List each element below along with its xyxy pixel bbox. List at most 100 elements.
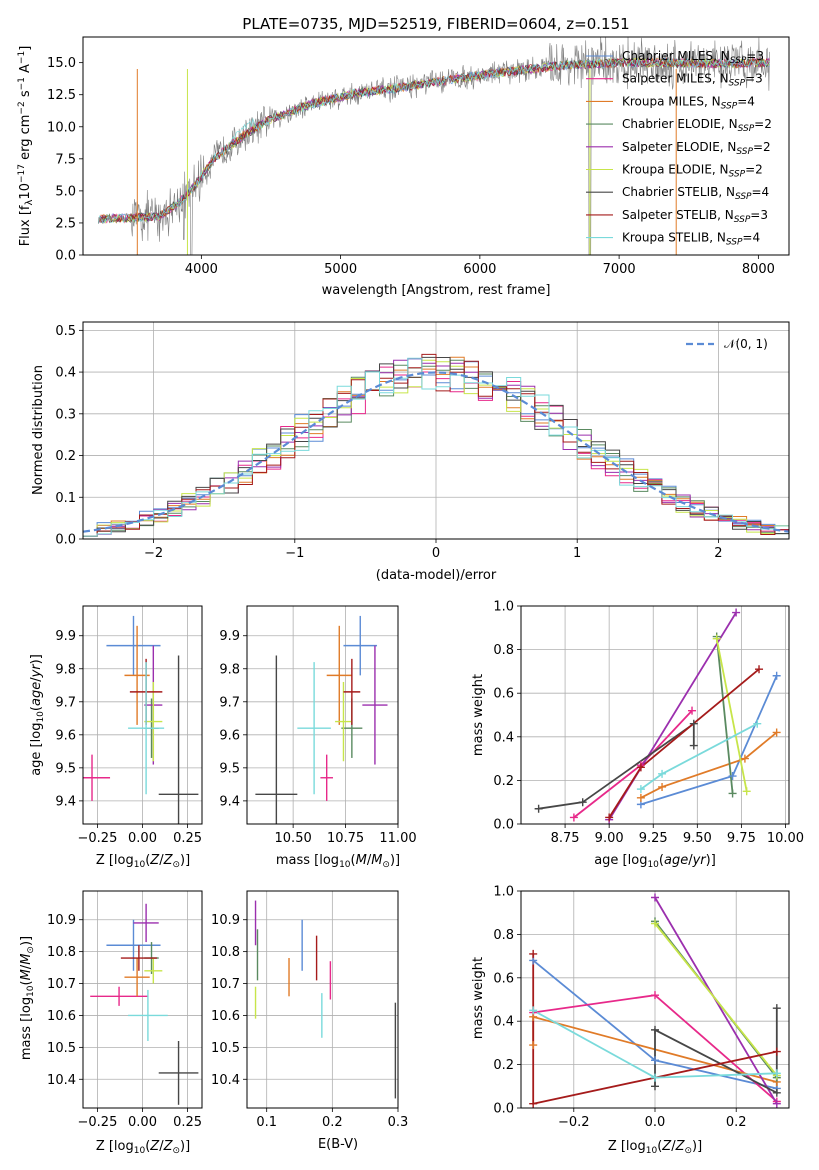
age_vs_Z-frame: [82, 605, 203, 825]
age_vs_mass-ytick-label: 9.9: [219, 629, 240, 644]
residuals-ytick-label: 0.2: [55, 449, 76, 464]
weight_vs_age-marker-kroupa-miles: [772, 728, 781, 737]
age_vs_mass-xtick-label: 10.50: [275, 831, 312, 846]
weight_vs_Z-marker-kroupa-stelib: [772, 1069, 781, 1078]
age_vs_mass-panel: 10.50 10.75 11.00 9.4 9.5 9.6 9.7 9.8 9.9: [219, 605, 417, 846]
spectrum-xlabel: wavelength [Angstrom, rest frame]: [322, 283, 551, 298]
legend-sub: SSP: [730, 56, 747, 66]
mass_vs_ebv-plot-area: [254, 900, 397, 1099]
weight_vs_Z-xtick-label: 0.2: [726, 1115, 747, 1130]
spectrum-model-salpeter-stelib: [97, 57, 770, 224]
age_vs_mass-ytick-label: 9.7: [219, 695, 240, 710]
legend-normal-label: 𝒩(0, 1): [724, 337, 768, 351]
weight_vs_Z-marker-salpeter-elodie: [651, 893, 659, 902]
residuals-xtick-label: 1: [573, 546, 581, 561]
spectrum-ytick-label: 0.0: [55, 249, 76, 264]
weight_vs_Z-marker-salpeter-elodie: [772, 1099, 781, 1108]
hist-kroupa-stelib: [83, 357, 789, 539]
mass_vs_ebv-xtick-label: 0.3: [388, 1115, 409, 1130]
weight_vs_Z-ytick-label: 1.0: [493, 885, 514, 900]
residuals-xtick-label: 0: [432, 546, 440, 561]
weight_vs_age-ytick-label: 1.0: [493, 600, 514, 615]
weight_vs_age-panel: 8.75 9.00 9.25 9.50 9.75 10.00 0.0 0.2 0.4 0.6 0.8…: [493, 600, 804, 847]
spectrum-ytick-label: 7.5: [55, 152, 76, 167]
weight_vs_age-ytick-label: 0.4: [493, 730, 514, 745]
weight_vs_Z-marker-kroupa-elodie: [651, 919, 659, 928]
weight_vs_age-marker-chabrier-stelib: [689, 741, 698, 750]
legend-label-chabrier-miles: Chabrier MILES, NSSP=3: [622, 49, 764, 66]
age_vs_Z-xtick-label: 0.25: [173, 831, 202, 846]
weight_vs_Z-marker-chabrier-stelib: [772, 1004, 781, 1013]
residuals-ytick-label: 0.4: [55, 366, 76, 381]
weight_vs_age-marker-kroupa-elodie: [712, 634, 721, 643]
weight_vs_age-line-kroupa-elodie: [715, 638, 748, 792]
legend-sub: SSP: [736, 147, 753, 157]
weight_vs_Z-panel: −0.2 0.0 0.2 0.0 0.2 0.4 0.6 0.8 1.0: [493, 885, 790, 1130]
mass_vs_ebv-ytick-label: 10.4: [211, 1073, 240, 1088]
wage-xlabel: age [log10(age/yr)]: [594, 853, 716, 870]
weight_vs_age-frame: [520, 605, 790, 825]
legend-sub: SSP: [735, 192, 752, 202]
mass_vs_Z-ytick-label: 10.8: [47, 945, 76, 960]
residuals-ytick-label: 0.5: [55, 324, 76, 339]
residuals-plot-area: [83, 353, 789, 539]
spectrum-plot-area: [97, 37, 770, 255]
mass_vs_ebv-ytick-label: 10.9: [211, 913, 240, 928]
weight_vs_Z-xtick-label: 0.0: [645, 1115, 666, 1130]
weight_vs_Z-frame: [520, 890, 790, 1109]
weight_vs_Z-marker-chabrier-miles: [651, 1056, 659, 1065]
weight_vs_age-plot-area: [538, 612, 778, 821]
weight_vs_Z-ytick-label: 0.8: [493, 928, 514, 943]
residuals-panel: −2 −1 0 1 2 0.0 0.1 0.2 0.3 0.4 0.5 𝒩(0, 1): [55, 321, 790, 561]
legend-label-salpeter-miles: Salpeter MILES, NSSP=3: [622, 72, 763, 89]
spectrum-ytick-label: 10.0: [47, 120, 76, 135]
mass_vs_ebv-frame: [246, 890, 399, 1109]
age_vs_mass-plot-area: [255, 615, 388, 824]
legend-label-kroupa-stelib: Kroupa STELIB, NSSP=4: [622, 231, 760, 248]
age_vs_Z-ytick-label: 9.6: [55, 728, 76, 743]
weight_vs_Z-marker-chabrier-stelib: [772, 1088, 781, 1097]
legend-label-chabrier-stelib: Chabrier STELIB, NSSP=4: [622, 185, 769, 202]
weight_vs_age-marker-salpeter-miles: [688, 706, 697, 715]
weight_vs_age-line-salpeter-miles: [573, 709, 693, 819]
age_vs_mass-xtick-label: 11.00: [379, 831, 416, 846]
weight_vs_age-marker-chabrier-stelib: [534, 804, 543, 813]
weight_vs_Z-marker-salpeter-stelib: [529, 949, 538, 958]
spectrum-ytick-label: 2.5: [55, 216, 76, 231]
mass-z-ylabel: mass [log10(M/M⊙)]: [19, 936, 36, 1060]
age_vs_mass-ytick-label: 9.8: [219, 662, 240, 677]
age-mass-xlabel: mass [log10(M/M⊙)]: [276, 853, 400, 870]
mass_vs_Z-plot-area: [90, 903, 199, 1105]
weight_vs_age-marker-chabrier-miles: [728, 772, 737, 781]
legend-n: =2: [754, 117, 772, 131]
legend-sub: SSP: [729, 170, 746, 180]
mass-ebv-xlabel: E(B-V): [318, 1137, 358, 1152]
mass_vs_Z-ytick-label: 10.5: [47, 1041, 76, 1056]
weight_vs_Z-ytick-label: 0.0: [493, 1102, 514, 1117]
legend-n: =3: [745, 72, 763, 86]
weight_vs_Z-line-kroupa-elodie: [654, 922, 778, 1077]
age_vs_Z-ytick-label: 9.5: [55, 761, 76, 776]
age_vs_mass-frame: [246, 605, 399, 825]
residuals-ytick-label: 0.3: [55, 407, 76, 422]
weight_vs_age-marker-chabrier-miles: [772, 671, 781, 680]
weight_vs_age-ytick-label: 0.0: [493, 818, 514, 833]
legend-n: =3: [746, 49, 764, 63]
normal-curve: [83, 371, 789, 533]
spectrum-xtick-label: 4000: [185, 262, 218, 277]
age_vs_mass-ytick-label: 9.6: [219, 728, 240, 743]
legend-sub: SSP: [734, 215, 751, 225]
spectrum-xtick-label: 6000: [463, 262, 496, 277]
spectrum-model-chabrier-stelib: [97, 57, 770, 224]
mass_vs_Z-xtick-label: 0.25: [173, 1115, 202, 1130]
legend-sub: SSP: [726, 238, 743, 248]
legend-label-salpeter-elodie: Salpeter ELODIE, NSSP=2: [622, 140, 771, 157]
age-z-ylabel: age [log10(age/yr)]: [29, 654, 46, 776]
age_vs_Z-xtick-label: 0.00: [128, 831, 157, 846]
age_vs_Z-ytick-label: 9.4: [55, 794, 76, 809]
residuals-frame: [82, 321, 790, 540]
age_vs_mass-xtick-label: 10.75: [327, 831, 364, 846]
spectrum-title: PLATE=0735, MJD=52519, FIBERID=0604, z=0…: [242, 15, 629, 33]
age_vs_mass-ytick-label: 9.5: [219, 761, 240, 776]
